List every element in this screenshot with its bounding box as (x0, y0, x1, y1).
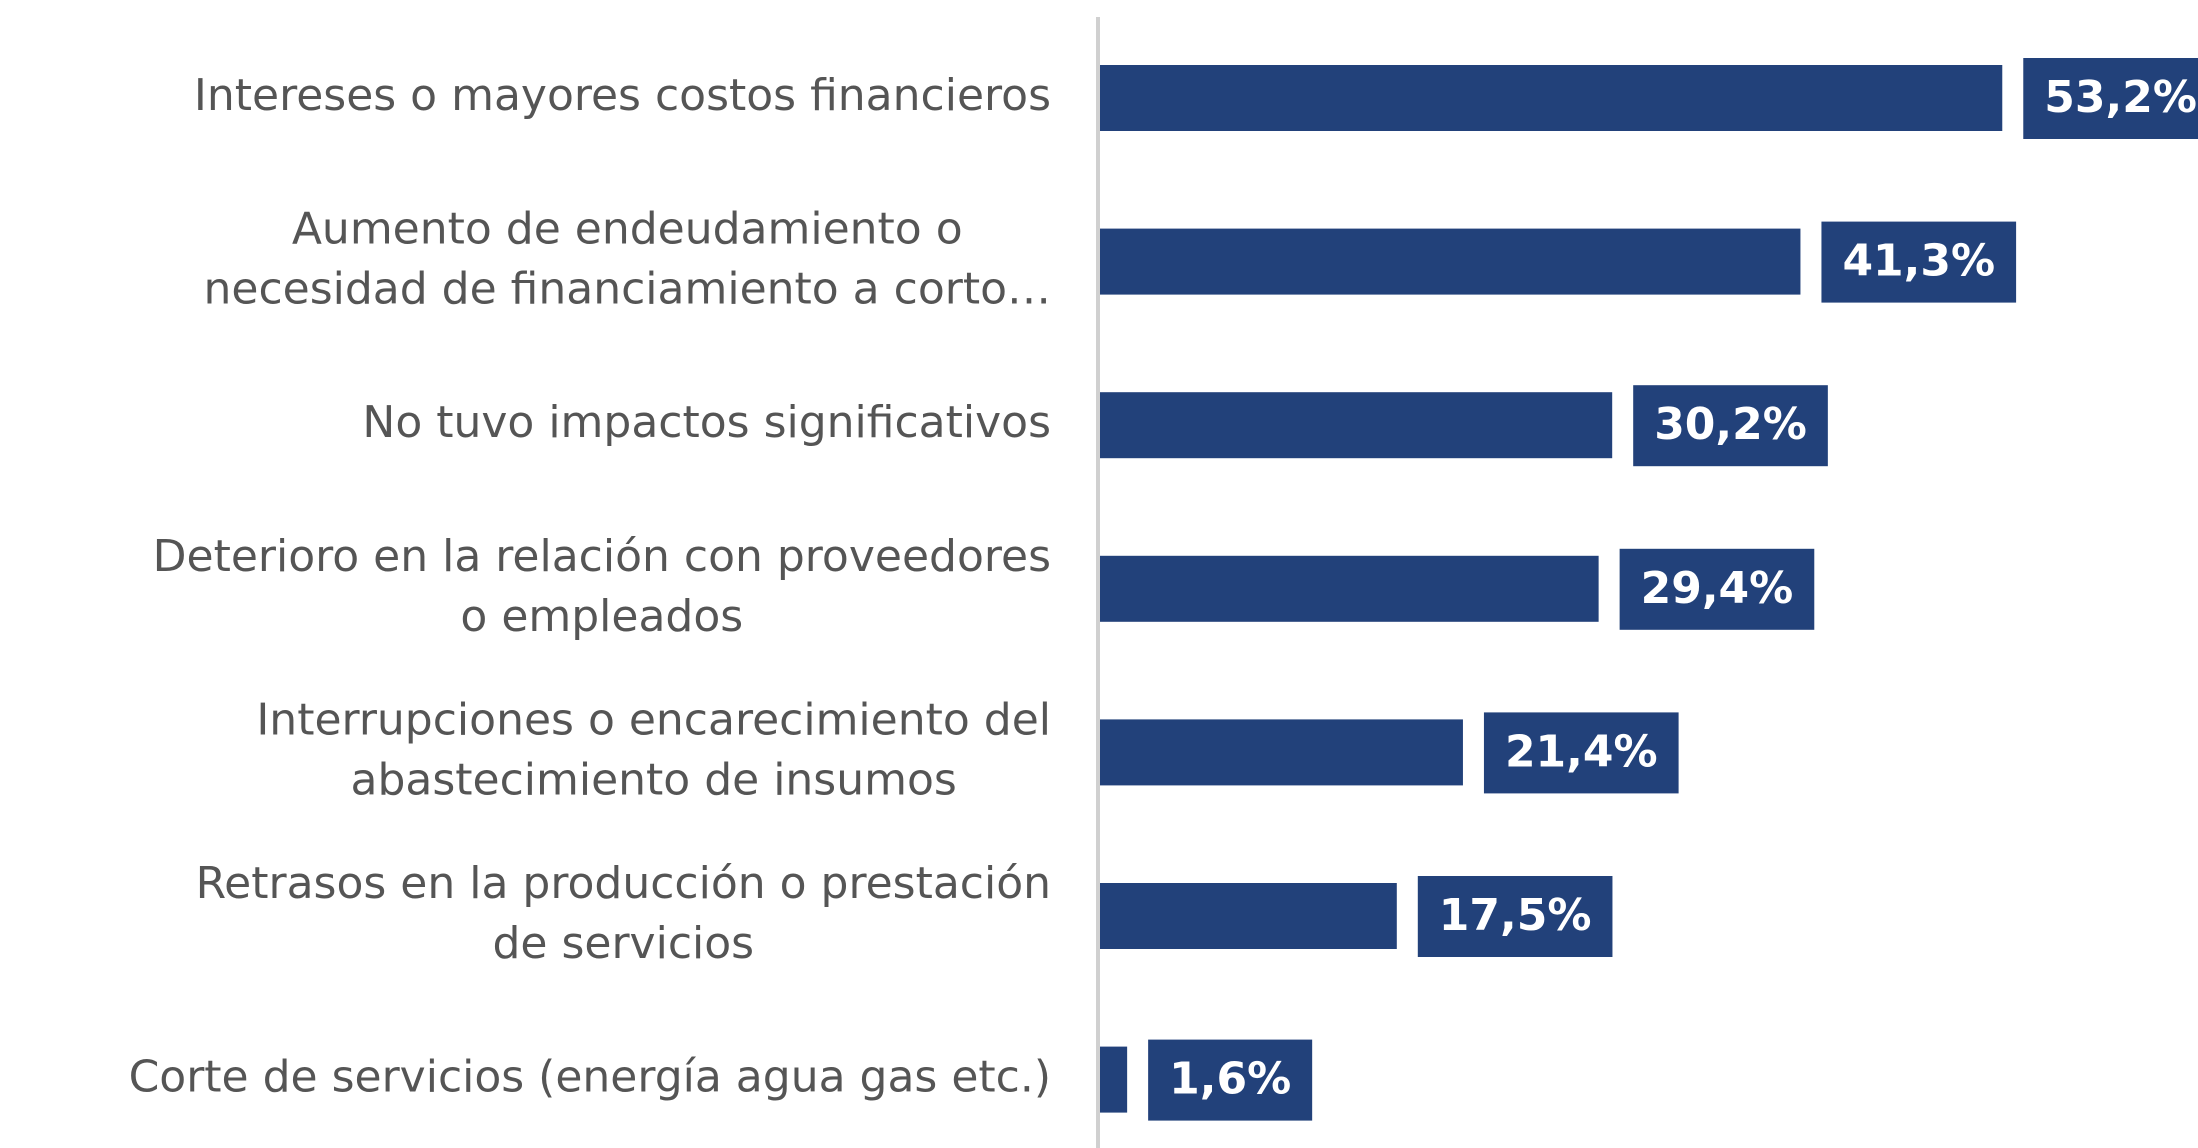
value-label: 17,5% (1439, 890, 1592, 941)
value-label: 1,6% (1169, 1054, 1291, 1105)
value-label-box (1821, 221, 2017, 303)
value-label-box (1483, 712, 1679, 794)
value-label: 21,4% (1505, 726, 1658, 777)
category-label: de servicios (492, 918, 754, 969)
value-label: 29,4% (1641, 563, 1794, 614)
value-label: 41,3% (1842, 236, 1995, 287)
bar (1100, 555, 1599, 622)
category-label: Retrasos en la producción o prestación (196, 858, 1051, 909)
value-label-box (1417, 876, 1613, 957)
bar (1100, 392, 1613, 459)
value-label-box (2023, 58, 2198, 139)
value-label: 30,2% (1654, 399, 1807, 450)
category-label: Intereses o mayores costos financieros (194, 70, 1051, 121)
value-label-box (1633, 385, 1828, 467)
bar (1100, 883, 1397, 949)
category-label: abastecimiento de insumos (350, 754, 956, 805)
category-label: Deterioro en la relación con proveedores (153, 531, 1051, 582)
category-label: Corte de servicios (energía agua gas etc… (129, 1052, 1051, 1103)
value-label-box (1148, 1039, 1313, 1121)
bar (1100, 228, 1801, 295)
value-label: 53,2% (2044, 72, 2197, 123)
bar (1100, 1046, 1128, 1113)
category-label: Interrupciones o encarecimiento del (256, 694, 1051, 745)
value-label-box (1619, 548, 1815, 630)
bar (1100, 65, 2003, 131)
category-label: necesidad de financiamiento a corto… (203, 264, 1051, 315)
category-label: o empleados (460, 591, 743, 642)
bar (1100, 719, 1463, 786)
category-label: No tuvo impactos significativos (362, 397, 1051, 448)
category-label: Aumento de endeudamiento o (292, 204, 963, 255)
